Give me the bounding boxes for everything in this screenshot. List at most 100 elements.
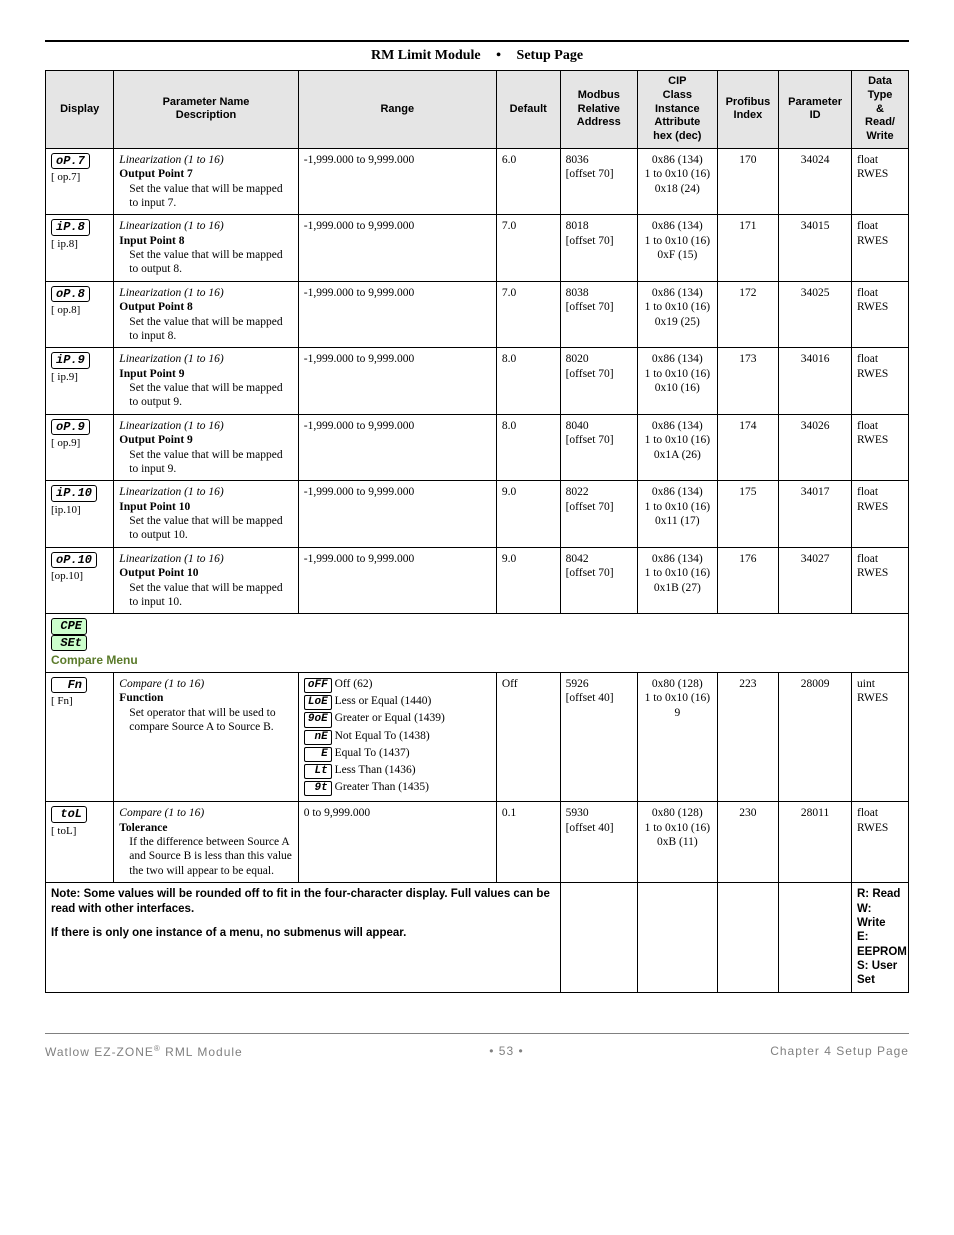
- cell-pid: 28011: [779, 802, 852, 883]
- cell-default: 7.0: [496, 215, 560, 282]
- range-text: -1,999.000 to 9,999.000: [304, 420, 415, 432]
- cell-pid: 34017: [779, 481, 852, 548]
- cell-default: 7.0: [496, 281, 560, 348]
- display-sub: [ ip.8]: [51, 238, 108, 252]
- display-sub: [ op.8]: [51, 304, 108, 318]
- cell-param: Linearization (1 to 16)Output Point 10Se…: [114, 547, 298, 614]
- cell-param: Compare (1 to 16)FunctionSet operator th…: [114, 673, 298, 802]
- cell-modbus: 8042[offset 70]: [560, 547, 637, 614]
- header-right: Setup Page: [517, 48, 584, 63]
- cell-profibus: 176: [717, 547, 778, 614]
- cell-display: oP.10 [op.10]: [46, 547, 114, 614]
- display-sub: [op.10]: [51, 570, 108, 584]
- legend-s: S: User Set: [857, 959, 903, 988]
- page-header: RM Limit Module • Setup Page: [45, 48, 909, 64]
- display-seg: oP.9: [51, 419, 90, 435]
- cell-dtype: floatRWES: [852, 215, 909, 282]
- param-name: Input Point 9: [119, 368, 184, 380]
- legend-r: R: Read: [857, 887, 903, 901]
- display-seg: Fn: [51, 677, 87, 693]
- param-group: Linearization (1 to 16): [119, 553, 223, 565]
- legend-e: E: EEPROM: [857, 930, 903, 959]
- range-label: Equal To (1437): [335, 747, 410, 759]
- param-desc: Set operator that will be used to compar…: [129, 706, 292, 735]
- display-seg: oP.10: [51, 552, 97, 568]
- display-seg: oP.8: [51, 286, 90, 302]
- cell-modbus: 8020[offset 70]: [560, 348, 637, 415]
- table-row: iP.8 [ ip.8] Linearization (1 to 16) Input …: [46, 215, 909, 282]
- cell-cip: 0x86 (134)1 to 0x10 (16)0x19 (25): [637, 281, 717, 348]
- cell-pid: 28009: [779, 673, 852, 802]
- cell-dtype: uintRWES: [852, 673, 909, 802]
- param-name: Tolerance: [119, 822, 167, 834]
- range-seg: oFF: [304, 678, 332, 693]
- cell-modbus: 8036[offset 70]: [560, 148, 637, 215]
- range-label: Off (62): [335, 678, 373, 690]
- range-label: Greater Than (1435): [335, 781, 429, 793]
- range-option: Lt Less Than (1436): [304, 763, 491, 779]
- param-group: Linearization (1 to 16): [119, 420, 223, 432]
- note-cell: Note: Some values will be rounded off to…: [46, 883, 561, 993]
- range-text: -1,999.000 to 9,999.000: [304, 220, 415, 232]
- param-group: Compare (1 to 16): [119, 678, 204, 690]
- range-label: Greater or Equal (1439): [335, 712, 445, 724]
- cell-range: -1,999.000 to 9,999.000: [298, 348, 496, 415]
- cell-profibus: 230: [717, 802, 778, 883]
- range-seg: LoE: [304, 695, 332, 710]
- cell-default: 8.0: [496, 348, 560, 415]
- param-group: Linearization (1 to 16): [119, 220, 223, 232]
- display-sub: [ip.10]: [51, 504, 108, 518]
- cell-range: -1,999.000 to 9,999.000: [298, 547, 496, 614]
- legend-cell: R: Read W: Write E: EEPROM S: User Set: [852, 883, 909, 993]
- param-name: Input Point 8: [119, 235, 184, 247]
- cell-dtype: floatRWES: [852, 802, 909, 883]
- range-text: -1,999.000 to 9,999.000: [304, 553, 415, 565]
- range-seg: E: [304, 747, 332, 762]
- cell-param: Linearization (1 to 16)Output Point 9Set…: [114, 414, 298, 481]
- registered-icon: ®: [154, 1044, 161, 1053]
- param-desc: Set the value that will be mapped to out…: [129, 248, 292, 277]
- col-modbus: ModbusRelativeAddress: [560, 71, 637, 149]
- range-text: -1,999.000 to 9,999.000: [304, 154, 415, 166]
- param-group: Linearization (1 to 16): [119, 353, 223, 365]
- note-line1: Note: Some values will be rounded off to…: [51, 887, 555, 916]
- range-seg: nE: [304, 730, 332, 745]
- cell-pid: 34025: [779, 281, 852, 348]
- param-desc: Set the value that will be mapped to out…: [129, 514, 292, 543]
- cell-range: -1,999.000 to 9,999.000: [298, 215, 496, 282]
- range-option: 9t Greater Than (1435): [304, 780, 491, 796]
- cell-modbus: 8038[offset 70]: [560, 281, 637, 348]
- range-text: -1,999.000 to 9,999.000: [304, 486, 415, 498]
- display-seg: iP.10: [51, 485, 97, 501]
- cell-profibus: 174: [717, 414, 778, 481]
- cell-dtype: floatRWES: [852, 348, 909, 415]
- display-seg: oP.7: [51, 153, 90, 169]
- header-left: RM Limit Module: [371, 48, 481, 63]
- cell-modbus: 5930[offset 40]: [560, 802, 637, 883]
- table-row: toL[ toL]Compare (1 to 16)ToleranceIf th…: [46, 802, 909, 883]
- display-sub: [ op.7]: [51, 171, 108, 185]
- cell-profibus: 172: [717, 281, 778, 348]
- range-option: LoE Less or Equal (1440): [304, 694, 491, 710]
- table-row: oP.7[ op.7]Linearization (1 to 16)Output…: [46, 148, 909, 215]
- section-label: Compare Menu: [51, 653, 903, 668]
- display-seg: iP.9: [51, 352, 90, 368]
- cell-range: -1,999.000 to 9,999.000: [298, 414, 496, 481]
- display-seg: iP.8: [51, 219, 90, 235]
- cell-pid: 34015: [779, 215, 852, 282]
- cell-profibus: 223: [717, 673, 778, 802]
- col-param: Parameter NameDescription: [114, 71, 298, 149]
- param-group: Compare (1 to 16): [119, 807, 204, 819]
- cell-range: -1,999.000 to 9,999.000: [298, 148, 496, 215]
- param-desc: Set the value that will be mapped to out…: [129, 381, 292, 410]
- cell-dtype: floatRWES: [852, 148, 909, 215]
- cell-range: 0 to 9,999.000: [298, 802, 496, 883]
- display-sub: [ toL]: [51, 825, 108, 839]
- param-desc: If the difference between Source A and S…: [129, 835, 292, 878]
- cell-pid: 34026: [779, 414, 852, 481]
- col-pid: ParameterID: [779, 71, 852, 149]
- cell-default: 9.0: [496, 481, 560, 548]
- note-line2: If there is only one instance of a menu,…: [51, 926, 555, 940]
- cell-param: Linearization (1 to 16) Input Point 9Set …: [114, 348, 298, 415]
- cell-dtype: floatRWES: [852, 547, 909, 614]
